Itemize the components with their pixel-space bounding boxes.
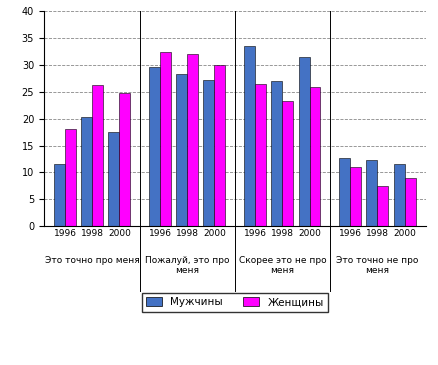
Bar [108,132,119,226]
Bar [187,54,198,226]
Legend: Мужчины, Женщины: Мужчины, Женщины [141,293,327,312]
Bar [203,80,214,226]
Bar [119,93,130,226]
Bar [298,57,309,226]
Bar [160,53,171,226]
Bar [309,87,320,226]
Bar [176,74,187,226]
Bar [92,85,103,226]
Bar [81,117,92,226]
Bar [393,164,404,226]
Bar [271,81,282,226]
Text: Это точно не про
меня: Это точно не про меня [336,256,418,275]
Bar [149,68,160,226]
Bar [404,178,415,226]
Bar [54,164,65,226]
Bar [377,186,388,226]
Bar [255,84,266,226]
Bar [244,46,255,226]
Text: Скорее это не про
меня: Скорее это не про меня [238,256,325,275]
Bar [282,101,293,226]
Text: Пожалуй, это про
меня: Пожалуй, это про меня [145,256,229,275]
Bar [339,158,350,226]
Bar [65,129,76,226]
Bar [366,160,377,226]
Text: Это точно про меня: Это точно про меня [45,256,139,265]
Bar [350,167,360,226]
Bar [214,65,225,226]
